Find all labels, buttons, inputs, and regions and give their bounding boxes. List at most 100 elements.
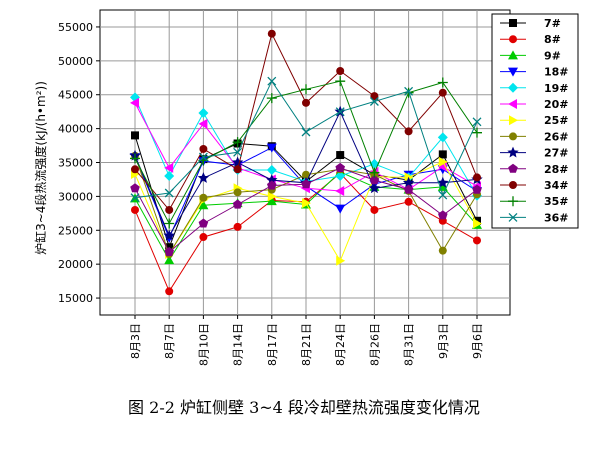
data-point [198,218,209,228]
y-tick-label: 30000 [58,190,93,203]
data-point [130,153,140,164]
x-tick-label: 8月24日 [334,323,347,366]
data-point [233,165,242,174]
legend-label: 27# [544,147,569,160]
data-point [232,137,243,148]
legend-entry: 9# [500,49,561,62]
legend-entry: 8# [500,33,561,46]
series-36# [130,76,482,203]
gridlines [100,10,510,315]
data-point [232,199,243,209]
data-point [370,92,379,101]
data-point [438,210,448,220]
x-tick-label: 9月6日 [471,323,484,359]
data-point [472,117,482,127]
data-point [473,236,481,245]
data-point [198,152,208,162]
series-28# [130,162,482,256]
data-point [404,86,414,96]
y-axis: 15000 20000 25000 30000 35000 40000 45000 50000… [58,21,100,305]
legend-marker [509,132,517,141]
x-axis: 8月3日 8月7日 8月10日 8月14日 8月17日 8月21日 8月24日 8月26日 8月… [129,315,484,366]
data-point [472,127,482,138]
data-point [266,196,277,206]
legend-marker [508,82,518,93]
data-point [267,191,277,202]
data-point [266,174,278,185]
legend-marker [508,212,518,222]
data-point [130,183,140,193]
data-point [233,147,243,157]
legend-label: 28# [544,163,569,176]
y-tick-label: 25000 [58,224,93,237]
legend-label: 26# [544,130,569,143]
y-tick-label: 50000 [58,55,93,68]
legend-marker [509,35,517,44]
legend-marker [508,196,518,207]
data-point [199,193,208,202]
data-point [336,255,346,266]
y-tick-label: 15000 [58,292,93,305]
data-point [267,180,277,190]
data-point [404,197,413,206]
x-tick-label: 8月17日 [266,323,279,366]
data-point [335,162,345,172]
data-point [199,144,208,153]
legend-marker [508,50,518,60]
legend-entry: 7# [500,17,561,30]
data-point [335,204,346,214]
legend-label: 7# [544,17,561,30]
data-point [301,127,311,137]
y-tick-label: 55000 [58,21,93,34]
legend-entry: 20# [500,98,569,111]
legend-label: 8# [544,33,561,46]
figure-caption: 图 2-2 炉缸侧壁 3~4 段冷却壁热流强度变化情况 [128,398,480,417]
legend-entry: 34# [500,179,569,192]
x-tick-label: 8月31日 [403,323,416,366]
data-point [438,190,448,200]
data-point [267,76,277,86]
legend-marker [508,163,518,173]
data-point [164,171,175,182]
data-point [266,93,277,104]
legend-marker [508,99,517,109]
chart: 15000 20000 25000 30000 35000 40000 45000 50000… [33,9,579,366]
data-point [335,171,346,182]
legend-entry: 18# [500,66,569,79]
data-point [335,107,345,117]
legend-entry: 28# [500,163,569,176]
data-point [438,150,447,159]
data-point [266,143,277,153]
data-point [131,131,139,140]
data-point [164,162,174,173]
data-point [198,200,209,210]
x-tick-label: 8月26日 [368,323,381,366]
data-point [472,184,482,194]
data-point [164,247,174,256]
data-point [164,218,175,229]
data-point [368,182,381,194]
legend-label: 9# [544,49,561,62]
y-tick-label: 40000 [58,123,93,136]
data-point [131,205,139,214]
legend-label: 35# [544,195,569,208]
y-axis-label: 炉缸3~4段热流强度(kJ/(h•m²)) [33,81,48,255]
data-point [473,173,481,182]
legend-label: 25# [544,114,569,127]
data-point [404,127,413,136]
data-point [369,167,380,178]
data-point [438,156,448,167]
x-tick-label: 8月10日 [197,323,210,366]
x-tick-label: 8月21日 [300,323,313,366]
x-tick-label: 8月14日 [232,323,245,366]
legend-entry: 35# [500,195,569,208]
legend-marker [508,67,518,77]
data-point [163,229,175,241]
data-point [130,193,140,203]
data-point [131,165,139,174]
data-point [302,98,310,107]
data-point [437,132,448,143]
data-point [130,97,139,108]
x-tick-label: 9月3日 [437,323,450,359]
data-point [404,172,414,183]
